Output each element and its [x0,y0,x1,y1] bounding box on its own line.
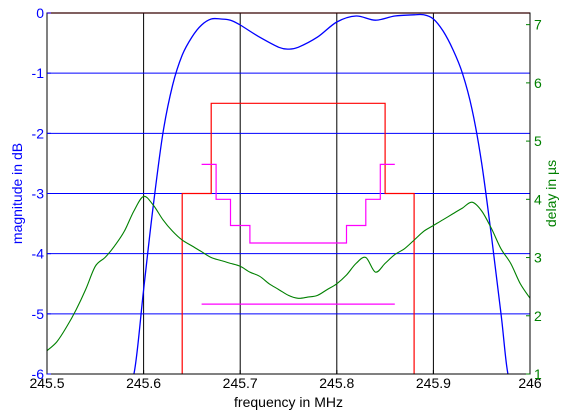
delay-series-line [47,195,530,352]
left-y-tick-label: -2 [32,125,45,141]
right-y-tick-label: 6 [534,75,542,91]
left-y-tick-label: -6 [32,366,45,382]
left-y-tick-label: -5 [32,306,45,322]
right-y-tick-label: 3 [534,250,542,266]
magnitude-mask-line [181,102,415,374]
left-y-tick-label: 0 [36,5,44,21]
x-tick-label: 245.7 [223,375,258,391]
left-y-tick-label: -3 [32,186,45,202]
x-tick-label: 245.6 [126,375,161,391]
axis-ticks: 245.5 245.6 245.7 245.8 245.9 246-6-5-4-3-2-1… [29,5,542,391]
right-y-tick-label: 7 [534,17,542,33]
x-tick-label: 245.8 [319,375,354,391]
x-axis-label: frequency in MHz [234,394,343,410]
magnitude-series-line [133,13,509,374]
x-tick-label: 245.5 [29,375,64,391]
left-y-tick-label: -4 [32,246,45,262]
right-y-tick-label: 4 [534,191,542,207]
right-y-tick-label: 1 [534,366,542,382]
right-y-tick-label: 5 [534,133,542,149]
delay-mask-line [201,163,395,244]
left-y-tick-label: -1 [32,65,45,81]
right-y-tick-label: 2 [534,308,542,324]
left-y-axis-label: magnitude in dB [9,143,25,244]
right-y-axis-label: delay in µs [543,160,559,227]
x-tick-label: 246 [518,375,542,391]
x-tick-label: 245.9 [416,375,451,391]
data-series [47,13,530,374]
